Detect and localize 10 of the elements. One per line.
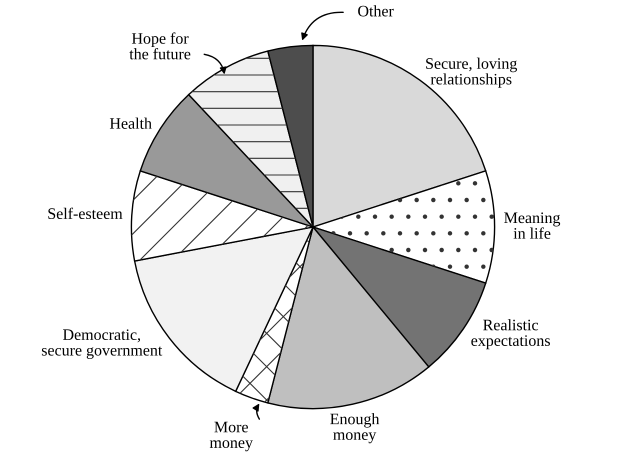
- legend-label: More money: [210, 422, 253, 452]
- slice-label: Other: [358, 5, 394, 16]
- slice-label: Democratic, secure government: [42, 329, 162, 359]
- slice-label: Health: [110, 118, 152, 129]
- slice-label: Enough money: [330, 413, 380, 444]
- slice-label: Meaning in life: [504, 212, 560, 239]
- slice-label: Realistic expectations: [471, 319, 550, 350]
- slice-label: Hope for the future: [129, 32, 190, 60]
- slice-label: Self-esteem: [48, 208, 122, 220]
- slice-label: Secure, loving relationships: [426, 58, 518, 88]
